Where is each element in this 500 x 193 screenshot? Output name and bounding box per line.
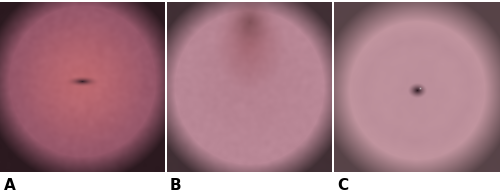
Text: A: A bbox=[4, 178, 16, 192]
Text: C: C bbox=[337, 178, 348, 192]
Text: B: B bbox=[170, 178, 181, 192]
